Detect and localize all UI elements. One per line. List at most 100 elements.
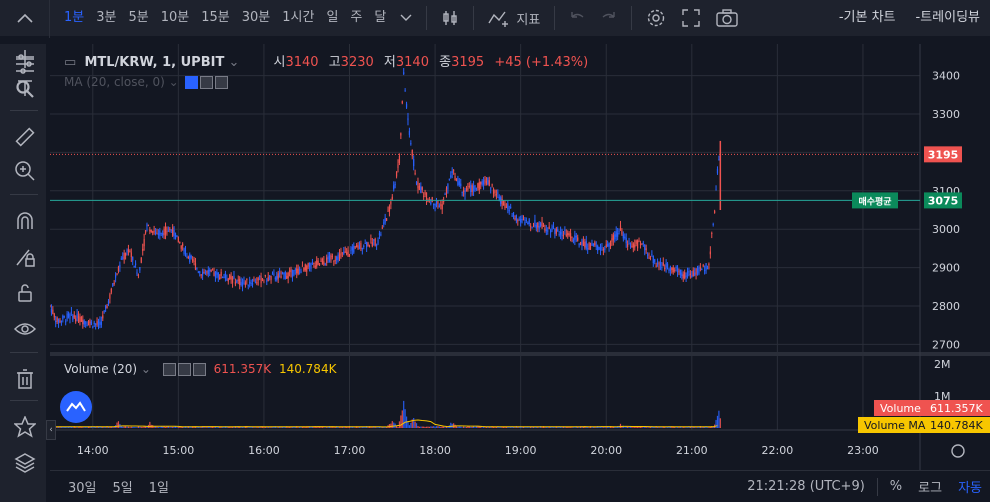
candle-body <box>347 250 349 257</box>
indicators-button[interactable]: 지표 <box>480 0 548 38</box>
volume-bar <box>482 426 485 428</box>
collapse-toolbar-button[interactable] <box>0 0 50 38</box>
auto-scale-toggle[interactable]: 자동 <box>958 481 982 496</box>
volume-settings-button[interactable] <box>177 363 191 376</box>
candle-type-button[interactable] <box>433 0 467 38</box>
timeframe-0[interactable]: 1분 <box>64 10 85 25</box>
range-1[interactable]: 5일 <box>112 481 133 496</box>
screenshot-button[interactable] <box>708 0 746 38</box>
candle-body <box>370 238 372 240</box>
log-toggle[interactable]: 로그 <box>918 481 943 496</box>
collapse-pane-button[interactable]: ‹ <box>46 420 56 440</box>
volume-bar <box>441 426 443 428</box>
candle-body <box>581 238 583 246</box>
candle-body <box>424 192 426 195</box>
crosshair-tool[interactable] <box>0 44 50 74</box>
candle-body <box>126 250 128 253</box>
measure-tool[interactable] <box>0 122 50 152</box>
ma-label[interactable]: MA (20, close, 0) <box>64 75 165 89</box>
percent-toggle[interactable]: % <box>889 479 903 494</box>
zoom-tool[interactable] <box>0 156 50 186</box>
symbol-label[interactable]: MTL/KRW, 1, UPBIT <box>84 55 225 70</box>
clock[interactable]: 21:21:28 (UTC+9) <box>747 479 865 494</box>
lock-drawing-tool[interactable] <box>0 242 50 272</box>
candle-body <box>612 235 614 241</box>
volume-bar <box>271 427 274 428</box>
volume-bar <box>568 426 570 428</box>
candle-body <box>227 278 229 282</box>
candle-body <box>270 276 272 280</box>
timeframe-7[interactable]: 일 <box>326 10 339 25</box>
undo-button[interactable] <box>561 0 593 38</box>
timeframe-6[interactable]: 1시간 <box>282 10 315 25</box>
range-0[interactable]: 30일 <box>68 481 97 496</box>
favorites-tool[interactable] <box>0 412 50 442</box>
search-tool[interactable] <box>0 74 50 104</box>
volume-bar <box>715 419 717 428</box>
volume-bar <box>474 427 476 428</box>
object-tree-tool[interactable] <box>0 448 50 478</box>
volume-bar <box>163 426 165 428</box>
lock-tool[interactable] <box>0 278 50 308</box>
volume-bar <box>614 426 616 428</box>
last-price-tag <box>924 146 962 163</box>
volume-visibility-button[interactable] <box>162 363 176 376</box>
remove-drawings-tool[interactable] <box>0 364 50 394</box>
ma-remove-button[interactable] <box>214 76 228 89</box>
candle-body <box>230 276 232 280</box>
fullscreen-button[interactable] <box>674 0 708 38</box>
close-label: 종 <box>439 55 452 70</box>
volume-bar <box>196 427 198 428</box>
timeframe-5[interactable]: 30분 <box>241 10 271 25</box>
volume-bar <box>167 426 169 428</box>
volume-bar <box>350 426 352 428</box>
candle-body <box>77 315 80 322</box>
timeframe-dropdown-button[interactable] <box>392 0 420 38</box>
redo-button[interactable] <box>593 0 625 38</box>
candle-body <box>397 164 399 169</box>
candle-body <box>514 217 516 220</box>
timeframe-8[interactable]: 주 <box>350 10 363 25</box>
volume-bar <box>685 426 687 428</box>
timeframe-3[interactable]: 10분 <box>160 10 190 25</box>
candle-body <box>685 275 687 278</box>
candle-body <box>96 320 98 325</box>
timeframe-4[interactable]: 15분 <box>201 10 230 25</box>
trend-line-tool[interactable] <box>0 49 50 79</box>
volume-bar <box>612 426 614 428</box>
volume-bar <box>367 427 369 428</box>
volume-bar <box>569 427 572 428</box>
volume-title[interactable]: Volume (20) <box>64 362 138 376</box>
settings-button[interactable] <box>638 0 674 38</box>
candle-body <box>535 224 537 229</box>
candle-body <box>256 282 258 284</box>
volume-tick-label: 2M <box>934 358 951 371</box>
candle-body <box>651 254 653 256</box>
range-2[interactable]: 1일 <box>148 481 169 496</box>
candle-body <box>485 180 488 184</box>
basic-chart-button[interactable]: -기본 차트 <box>838 10 896 25</box>
axis-settings-gear-icon[interactable] <box>951 444 965 458</box>
volume-bar <box>169 427 171 428</box>
tradingview-logo[interactable] <box>60 391 92 423</box>
timeframe-1[interactable]: 3분 <box>96 10 117 25</box>
timeframe-9[interactable]: 달 <box>374 10 387 25</box>
chart-canvas[interactable]: 2700280029003000310032003300340014:0015:… <box>50 44 990 470</box>
lock-open-icon <box>18 284 32 302</box>
candle-body <box>461 191 463 193</box>
magnet-tool[interactable] <box>0 206 50 236</box>
volume-remove-button[interactable] <box>192 363 206 376</box>
candle-body <box>55 320 57 323</box>
candle-body <box>249 281 251 284</box>
tradingview-button[interactable]: -트레이딩뷰 <box>915 10 981 25</box>
time-tick-label: 23:00 <box>847 444 879 457</box>
visibility-tool[interactable] <box>0 314 50 344</box>
ma-visibility-button[interactable] <box>184 76 198 89</box>
timeframe-2[interactable]: 5분 <box>128 10 149 25</box>
ma-settings-button[interactable] <box>199 76 213 89</box>
candle-body <box>548 226 550 229</box>
volume-bar <box>656 426 659 428</box>
volume-bar <box>488 426 490 428</box>
chart-pane[interactable]: 2700280029003000310032003300340014:0015:… <box>46 44 990 470</box>
volume-bar <box>363 426 365 428</box>
